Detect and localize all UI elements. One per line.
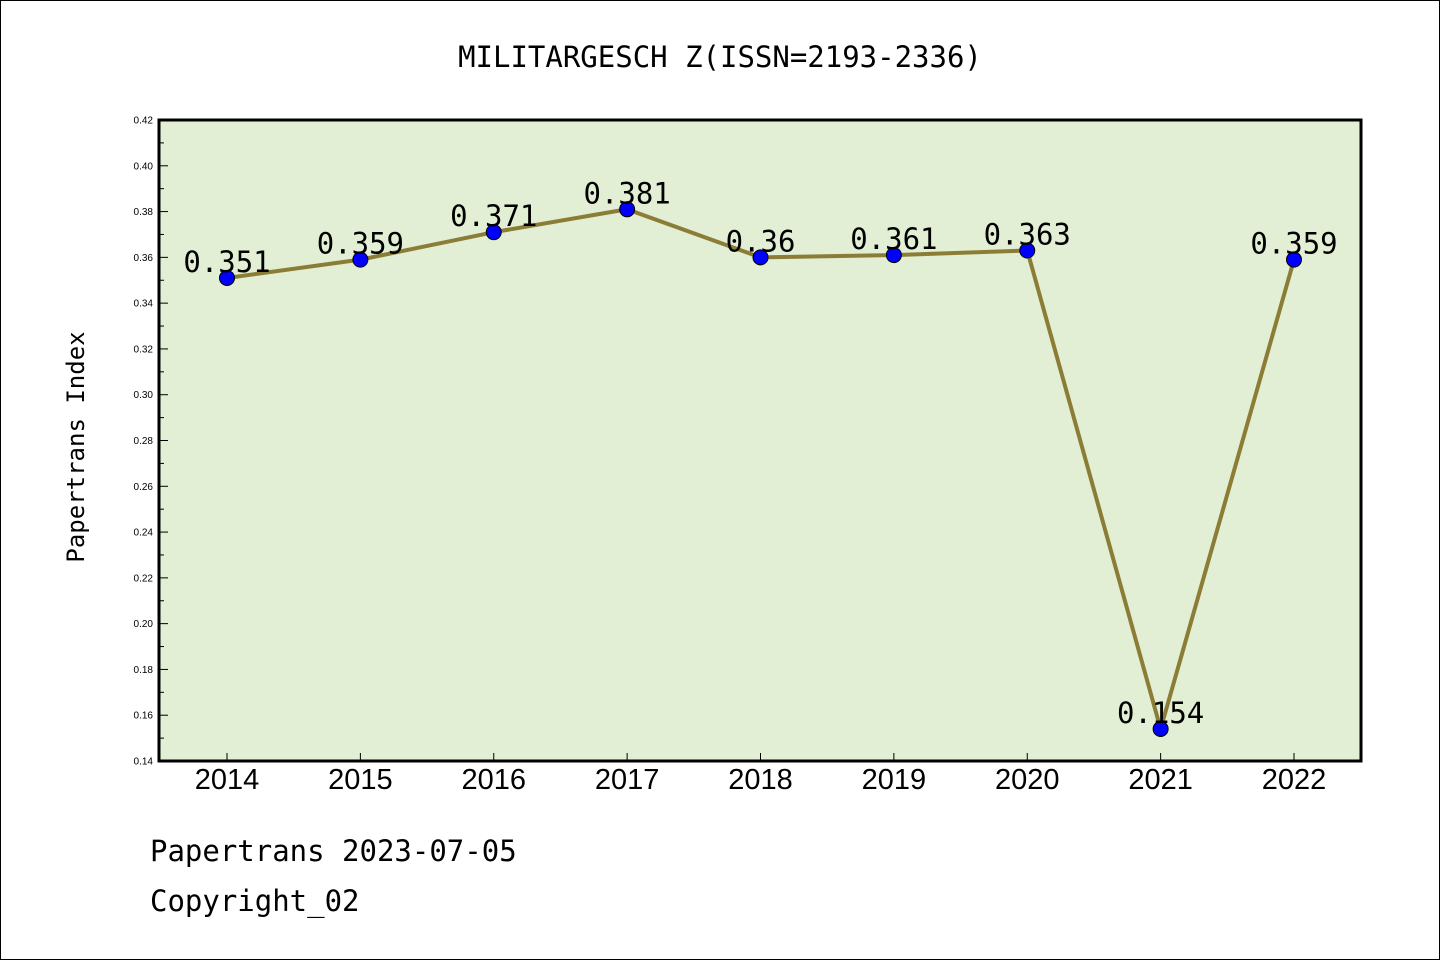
y-tick-label: 0.36 — [134, 253, 154, 264]
y-tick-label: 0.28 — [134, 436, 154, 447]
data-point — [1152, 720, 1169, 737]
y-axis-label: Papertrans Index — [62, 331, 90, 562]
data-label: 0.351 — [183, 245, 270, 279]
y-tick-label: 0.20 — [134, 619, 154, 630]
data-point — [885, 247, 902, 264]
data-label: 0.359 — [317, 227, 404, 261]
data-point — [485, 224, 502, 241]
data-labels: 0.351 0.359 0.371 0.381 0.36 0.361 0.363 0.154 0… — [183, 176, 1337, 730]
y-tick-label: 0.40 — [134, 161, 154, 172]
y-tick-label: 0.24 — [134, 528, 154, 539]
y-tick-label: 0.18 — [134, 665, 154, 676]
y-tick-label: 0.30 — [134, 390, 154, 401]
data-point — [1019, 242, 1036, 259]
plot-area — [157, 118, 1363, 763]
data-point — [352, 251, 369, 268]
data-label: 0.154 — [1117, 696, 1204, 730]
x-tick-label: 2021 — [1128, 764, 1193, 796]
x-tick-label: 2018 — [728, 764, 793, 796]
data-point — [219, 269, 235, 286]
x-tick-label: 2022 — [1262, 764, 1327, 796]
y-tick-label: 0.42 — [134, 116, 154, 127]
footer-copyright: Copyright_02 — [150, 884, 360, 918]
data-label: 0.363 — [984, 217, 1071, 251]
y-tick-label: 0.14 — [134, 757, 154, 768]
x-tick-label: 2019 — [862, 764, 927, 796]
y-tick-label: 0.34 — [134, 299, 154, 310]
y-tick-label: 0.16 — [134, 711, 154, 722]
data-point — [619, 201, 636, 218]
x-tick-label: 2016 — [461, 764, 526, 796]
data-point — [752, 249, 769, 266]
x-tick-label: 2015 — [328, 764, 393, 796]
x-axis: 2014 2015 2016 2017 2018 2019 2020 2021 2022 — [195, 753, 1327, 796]
data-label: 0.359 — [1250, 227, 1337, 261]
data-label: 0.371 — [450, 199, 537, 233]
x-tick-label: 2014 — [195, 764, 260, 796]
chart-title: MILITARGESCH Z(ISSN=2193-2336) — [458, 40, 982, 74]
y-axis: 0.14 0.16 0.18 0.20 0.22 0.24 0.26 0.28 0.30 0.32… — [134, 116, 168, 768]
series-group — [219, 201, 1302, 737]
y-tick-label: 0.22 — [134, 573, 154, 584]
x-tick-label: 2020 — [995, 764, 1060, 796]
data-label: 0.36 — [726, 224, 796, 258]
data-point — [1286, 251, 1302, 268]
x-tick-label: 2017 — [595, 764, 660, 796]
y-tick-label: 0.26 — [134, 482, 154, 493]
data-label: 0.361 — [850, 222, 937, 256]
data-label: 0.381 — [583, 176, 670, 210]
y-tick-label: 0.32 — [134, 344, 154, 355]
footer-date: Papertrans 2023-07-05 — [150, 834, 517, 868]
y-tick-label: 0.38 — [134, 207, 154, 218]
